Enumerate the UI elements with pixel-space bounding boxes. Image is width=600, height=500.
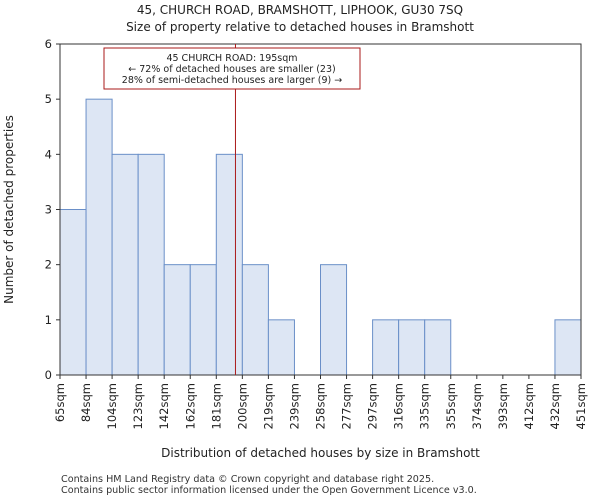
- x-tick-label-200sqm: 200sqm: [235, 383, 249, 429]
- bar-123sqm: [137, 153, 165, 376]
- bar-142sqm: [163, 264, 191, 376]
- x-tick-label-355sqm: 355sqm: [444, 383, 458, 429]
- x-tick-label-65sqm: 65sqm: [53, 383, 67, 422]
- footer-line-1: Contains HM Land Registry data © Crown c…: [61, 474, 435, 485]
- bar-65sqm: [59, 209, 87, 376]
- y-tick-label-2: 2: [45, 258, 52, 272]
- x-tick-label-162sqm: 162sqm: [183, 383, 197, 429]
- x-tick-label-297sqm: 297sqm: [366, 383, 380, 429]
- x-tick-label-219sqm: 219sqm: [261, 383, 275, 429]
- x-tick-label-181sqm: 181sqm: [209, 383, 223, 429]
- x-tick-label-239sqm: 239sqm: [287, 383, 301, 429]
- bar-258sqm: [320, 264, 348, 376]
- x-tick-label-123sqm: 123sqm: [131, 383, 145, 429]
- chart-subtitle: Size of property relative to detached ho…: [126, 20, 474, 34]
- annotation-line-3: 28% of semi-detached houses are larger (…: [122, 75, 342, 86]
- y-tick-label-5: 5: [45, 92, 52, 106]
- y-tick-label-0: 0: [45, 368, 52, 382]
- x-tick-label-84sqm: 84sqm: [79, 383, 93, 422]
- bar-432sqm: [554, 319, 582, 376]
- bar-84sqm: [85, 98, 113, 376]
- y-tick-label-3: 3: [45, 203, 52, 217]
- footer-line-2: Contains public sector information licen…: [61, 485, 477, 496]
- bar-219sqm: [267, 319, 295, 376]
- x-tick-label-374sqm: 374sqm: [470, 383, 484, 429]
- y-tick-label-4: 4: [45, 147, 52, 161]
- bar-181sqm: [215, 153, 243, 376]
- x-tick-label-142sqm: 142sqm: [157, 383, 171, 429]
- x-tick-label-335sqm: 335sqm: [418, 383, 432, 429]
- bar-297sqm: [372, 319, 400, 376]
- annotation-line-1: 45 CHURCH ROAD: 195sqm: [166, 53, 297, 64]
- bar-335sqm: [424, 319, 452, 376]
- x-tick-label-412sqm: 412sqm: [522, 383, 536, 429]
- x-tick-label-277sqm: 277sqm: [340, 383, 354, 429]
- y-tick-label-1: 1: [45, 313, 52, 327]
- annotation-line-2: ← 72% of detached houses are smaller (23…: [128, 64, 335, 75]
- y-tick-label-6: 6: [45, 37, 52, 51]
- bar-104sqm: [111, 153, 139, 376]
- x-tick-label-451sqm: 451sqm: [574, 383, 588, 429]
- x-tick-label-432sqm: 432sqm: [548, 383, 562, 429]
- x-tick-label-104sqm: 104sqm: [105, 383, 119, 429]
- x-tick-label-258sqm: 258sqm: [314, 383, 328, 429]
- y-axis-label: Number of detached properties: [2, 115, 16, 304]
- x-axis-label: Distribution of detached houses by size …: [161, 446, 480, 460]
- bar-162sqm: [189, 264, 217, 376]
- chart-title: 45, CHURCH ROAD, BRAMSHOTT, LIPHOOK, GU3…: [136, 3, 464, 17]
- annotation-box: [103, 47, 361, 90]
- x-tick-label-316sqm: 316sqm: [392, 383, 406, 429]
- bar-316sqm: [398, 319, 426, 376]
- bar-200sqm: [241, 264, 269, 376]
- x-tick-label-393sqm: 393sqm: [496, 383, 510, 429]
